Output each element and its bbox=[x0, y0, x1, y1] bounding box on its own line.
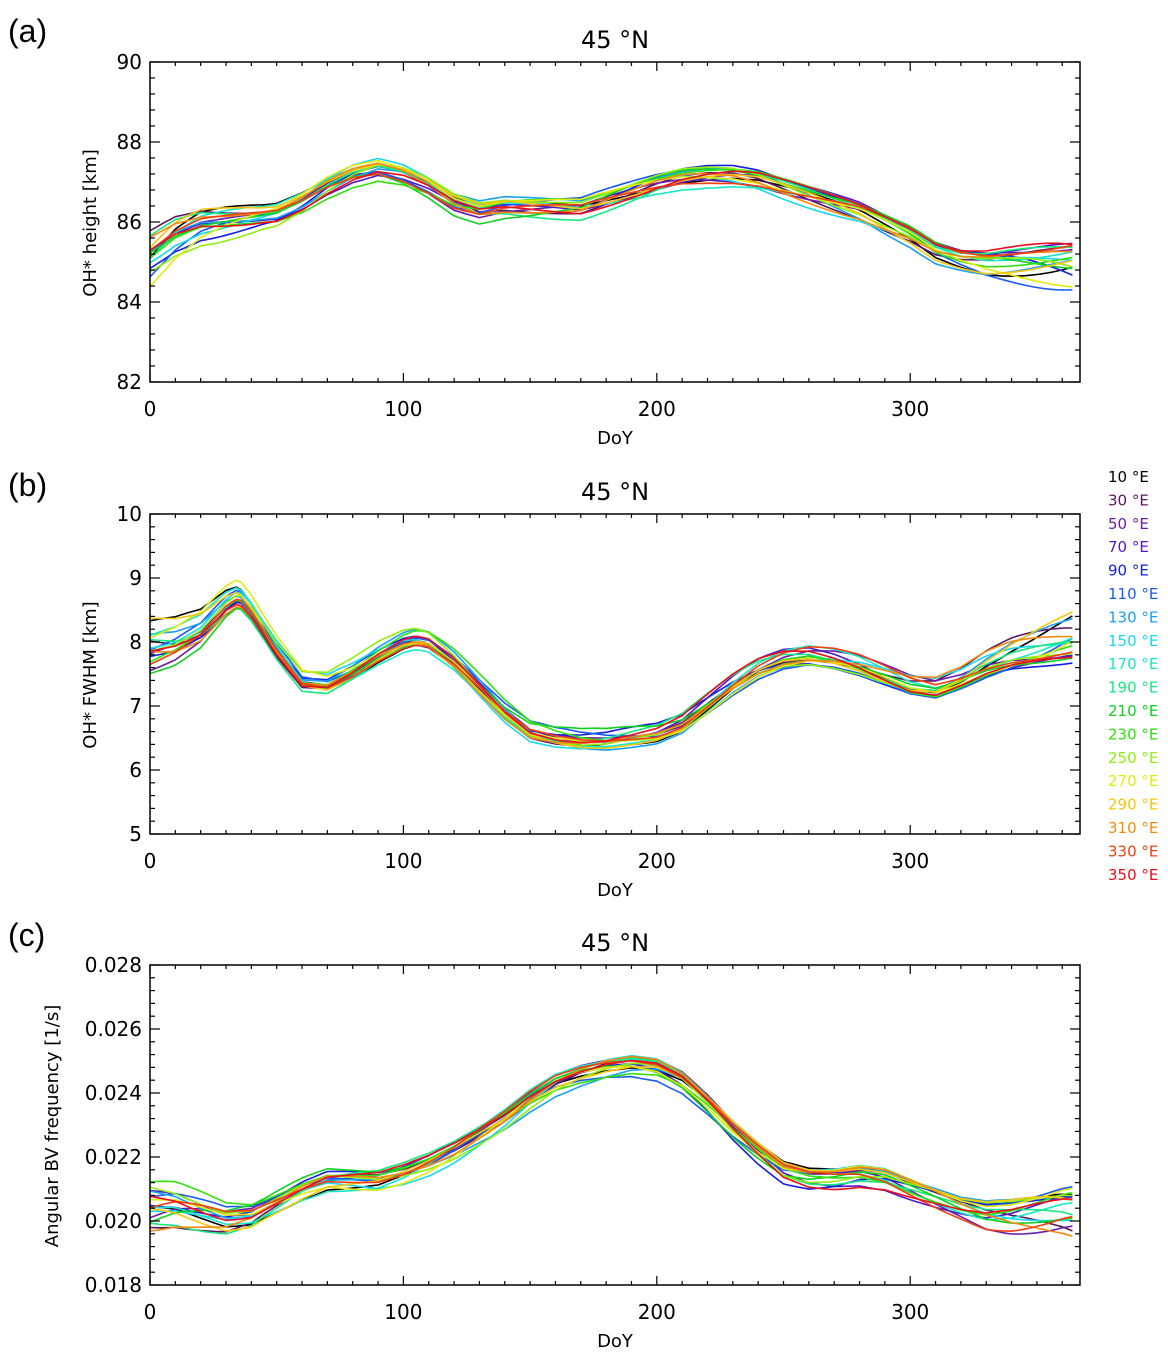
legend-entry: 190 °E bbox=[1108, 679, 1158, 697]
y-tick-label: 9 bbox=[129, 566, 142, 590]
x-tick-label: 300 bbox=[891, 1300, 929, 1324]
y-tick-label: 86 bbox=[117, 210, 142, 234]
y-tick-label: 0.020 bbox=[85, 1209, 142, 1233]
panel-label-b: (b) bbox=[8, 467, 47, 503]
x-tick-label: 0 bbox=[144, 1300, 157, 1324]
legend-entry: 250 °E bbox=[1108, 749, 1158, 767]
series-layer-c bbox=[150, 1054, 1073, 1237]
x-tick-label: 200 bbox=[638, 1300, 676, 1324]
y-axis-label-a: OH* height [km] bbox=[80, 149, 101, 297]
series-line-c-330e bbox=[150, 1060, 1073, 1232]
legend-entry: 150 °E bbox=[1108, 632, 1158, 650]
series-line-b-350e bbox=[150, 603, 1073, 744]
panel-title-a: 45 °N bbox=[581, 26, 649, 54]
x-tick-label: 0 bbox=[144, 849, 157, 873]
series-line-c-30e bbox=[150, 1057, 1073, 1233]
panel-label-c: (c) bbox=[8, 917, 45, 953]
legend-entry: 170 °E bbox=[1108, 655, 1158, 673]
y-axis-label-c: Angular BV frequency [1/s] bbox=[42, 1005, 63, 1247]
legend-entry: 210 °E bbox=[1108, 702, 1158, 720]
panel-b: (b) 45 °N DoY OH* FWHM [km] 0 100 200 300 5 6… bbox=[8, 467, 1081, 901]
series-line-a-270e bbox=[150, 159, 1073, 288]
plot-frame-c bbox=[149, 964, 1081, 1286]
x-tick-label: 100 bbox=[384, 397, 422, 421]
series-line-b-190e bbox=[150, 607, 1073, 743]
legend-entry: 130 °E bbox=[1108, 608, 1158, 626]
x-axis-label-c: DoY bbox=[597, 1331, 634, 1352]
legend-entry: 90 °E bbox=[1108, 562, 1149, 580]
series-line-a-150e bbox=[150, 157, 1073, 264]
y-tick-label: 7 bbox=[129, 694, 142, 718]
panel-title-c: 45 °N bbox=[581, 929, 649, 957]
legend-entry: 10 °E bbox=[1108, 468, 1149, 486]
series-line-a-290e bbox=[150, 163, 1073, 275]
series-line-a-190e bbox=[150, 165, 1073, 255]
tick-layer-c: 0 100 200 300 0.018 0.020 0.022 0.024 0.026 0.028 bbox=[85, 953, 1080, 1324]
y-tick-label: 90 bbox=[117, 50, 142, 74]
legend-entry: 50 °E bbox=[1108, 515, 1149, 533]
legend-entry: 70 °E bbox=[1108, 538, 1149, 556]
x-axis-label-a: DoY bbox=[597, 428, 634, 449]
series-line-a-110e bbox=[150, 168, 1073, 291]
panel-title-b: 45 °N bbox=[581, 478, 649, 506]
tick-layer-a: 0 100 200 300 82 84 86 88 90 bbox=[117, 50, 1080, 421]
y-tick-label: 82 bbox=[117, 370, 142, 394]
series-line-b-330e bbox=[150, 598, 1073, 742]
series-line-a-230e bbox=[150, 168, 1073, 268]
panel-label-a: (a) bbox=[8, 13, 47, 49]
series-line-c-310e bbox=[150, 1055, 1073, 1237]
x-tick-label: 100 bbox=[384, 849, 422, 873]
series-layer-b bbox=[150, 579, 1073, 751]
x-tick-label: 300 bbox=[891, 849, 929, 873]
series-line-c-290e bbox=[150, 1065, 1073, 1232]
y-axis-label-b: OH* FWHM [km] bbox=[80, 601, 101, 748]
x-axis-label-b: DoY bbox=[597, 880, 634, 901]
legend-entry: 350 °E bbox=[1108, 866, 1158, 884]
series-line-c-90e bbox=[150, 1063, 1073, 1218]
legend-entry: 110 °E bbox=[1108, 585, 1158, 603]
legend-entry: 270 °E bbox=[1108, 772, 1158, 790]
series-line-a-310e bbox=[150, 162, 1073, 258]
x-tick-label: 200 bbox=[638, 849, 676, 873]
series-line-c-350e bbox=[150, 1059, 1073, 1222]
x-tick-label: 300 bbox=[891, 397, 929, 421]
series-line-c-110e bbox=[150, 1075, 1073, 1208]
y-tick-label: 8 bbox=[129, 630, 142, 654]
x-tick-label: 100 bbox=[384, 1300, 422, 1324]
y-tick-label: 84 bbox=[117, 290, 142, 314]
series-line-c-210e bbox=[150, 1065, 1073, 1224]
y-tick-label: 5 bbox=[129, 822, 142, 846]
y-tick-label: 0.018 bbox=[85, 1273, 142, 1297]
panel-a: (a) 45 °N DoY OH* height [km] 0 100 200 300… bbox=[8, 13, 1081, 449]
legend-entry: 290 °E bbox=[1108, 796, 1158, 814]
panel-c: (c) 45 °N DoY Angular BV frequency [1/s]… bbox=[8, 917, 1081, 1352]
y-tick-label: 0.024 bbox=[85, 1081, 142, 1105]
y-tick-label: 0.028 bbox=[85, 953, 142, 977]
legend-entry: 330 °E bbox=[1108, 842, 1158, 860]
y-tick-label: 0.022 bbox=[85, 1145, 142, 1169]
x-tick-label: 200 bbox=[638, 397, 676, 421]
series-line-c-190e bbox=[150, 1057, 1073, 1235]
y-tick-label: 88 bbox=[117, 130, 142, 154]
legend-entry: 230 °E bbox=[1108, 725, 1158, 743]
legend-entry: 310 °E bbox=[1108, 819, 1158, 837]
series-line-c-230e bbox=[150, 1072, 1073, 1216]
series-layer-a bbox=[150, 157, 1073, 291]
series-line-a-350e bbox=[150, 170, 1073, 252]
legend: 10 °E 30 °E 50 °E 70 °E 90 °E 110 °E 130 °E 150… bbox=[1108, 468, 1158, 884]
y-tick-label: 10 bbox=[117, 502, 142, 526]
legend-entry: 30 °E bbox=[1108, 491, 1149, 509]
plot-frame-a bbox=[149, 61, 1081, 383]
y-tick-label: 0.026 bbox=[85, 1017, 142, 1041]
y-tick-label: 6 bbox=[129, 758, 142, 782]
plot-frame-b bbox=[149, 513, 1081, 835]
series-line-b-110e bbox=[150, 589, 1073, 738]
x-tick-label: 0 bbox=[144, 397, 157, 421]
